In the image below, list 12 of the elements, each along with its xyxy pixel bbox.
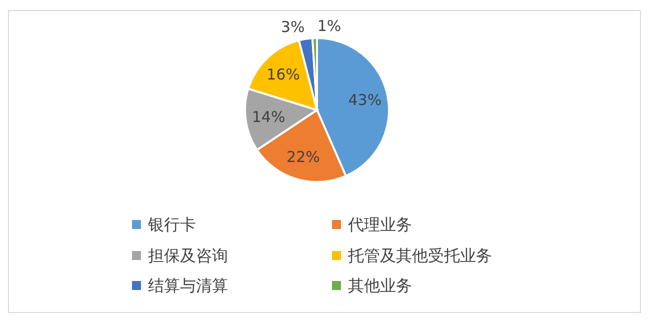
data-label: 1% (317, 17, 342, 36)
data-label: 14% (252, 108, 286, 126)
legend-label: 银行卡 (147, 215, 196, 234)
data-label: 3% (280, 18, 305, 36)
legend-label: 托管及其他受托业务 (347, 246, 492, 265)
legend-label: 担保及咨询 (148, 246, 228, 265)
legend-label: 其他业务 (348, 276, 412, 295)
legend-label: 结算与清算 (148, 276, 228, 295)
data-label: 22% (286, 148, 320, 166)
legend-label: 代理业务 (347, 215, 412, 234)
data-label: 16% (266, 66, 300, 84)
data-label: 43% (348, 90, 382, 109)
